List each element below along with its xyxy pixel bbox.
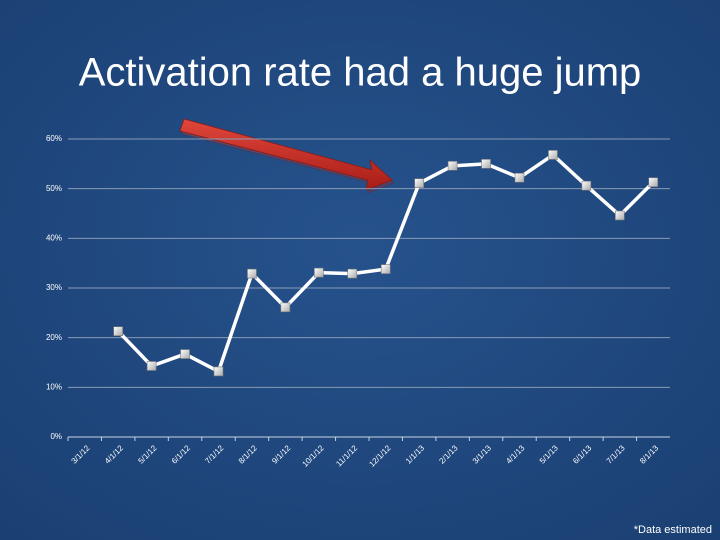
annotation-arrow bbox=[179, 118, 395, 194]
data-point bbox=[314, 267, 324, 278]
y-tick-label: 40% bbox=[46, 233, 62, 242]
y-tick-label: 20% bbox=[46, 333, 62, 342]
y-tick-label: 10% bbox=[46, 382, 62, 391]
data-point bbox=[514, 172, 525, 183]
data-point bbox=[481, 159, 491, 169]
data-point bbox=[347, 268, 358, 279]
data-point bbox=[548, 150, 558, 160]
data-point bbox=[380, 264, 391, 274]
y-tick-label: 60% bbox=[46, 134, 62, 143]
data-point bbox=[581, 180, 592, 191]
data-point bbox=[414, 178, 424, 189]
data-point bbox=[180, 349, 190, 359]
y-tick-label: 50% bbox=[46, 184, 62, 193]
data-point bbox=[247, 268, 257, 279]
data-point bbox=[447, 161, 458, 171]
data-point bbox=[146, 361, 157, 371]
chart-title: Activation rate had a huge jump bbox=[79, 51, 642, 95]
data-point bbox=[113, 326, 123, 337]
data-point bbox=[648, 177, 659, 188]
y-tick-label: 0% bbox=[50, 432, 62, 441]
footnote: *Data estimated bbox=[634, 524, 712, 536]
data-point bbox=[213, 366, 224, 377]
y-tick-label: 30% bbox=[46, 283, 62, 292]
data-point bbox=[280, 302, 291, 313]
data-point bbox=[615, 210, 625, 221]
